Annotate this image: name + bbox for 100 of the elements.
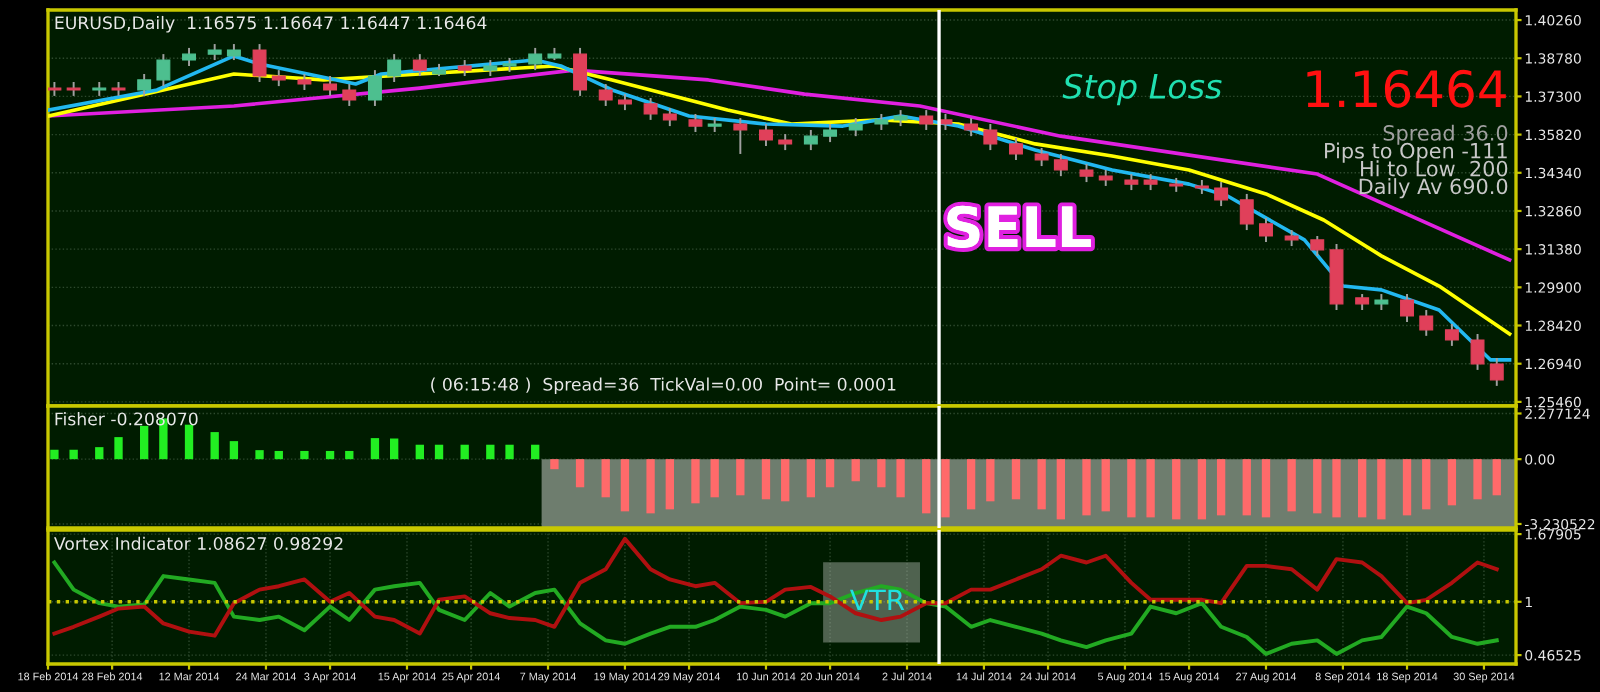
bar — [941, 459, 950, 518]
bar — [1216, 459, 1226, 516]
bar — [1402, 459, 1412, 516]
bar — [601, 459, 610, 498]
bar — [1492, 459, 1501, 496]
bar — [210, 432, 219, 460]
bar — [550, 459, 559, 470]
candlestick — [1259, 216, 1273, 243]
bar — [1313, 459, 1322, 514]
bar — [184, 424, 194, 460]
candlestick — [1079, 163, 1094, 184]
bar — [620, 459, 630, 512]
candlestick — [1310, 235, 1325, 257]
bar — [825, 459, 835, 488]
bar — [139, 425, 149, 460]
bar — [415, 444, 424, 460]
bar — [1197, 459, 1207, 520]
candlestick — [1419, 309, 1434, 337]
bar — [1377, 459, 1386, 520]
bar — [781, 459, 790, 502]
bar — [1261, 459, 1271, 518]
bar — [1332, 459, 1341, 518]
bar — [300, 450, 309, 460]
bar — [1242, 459, 1251, 516]
annotation: SELL — [947, 205, 1091, 248]
candlestick — [733, 117, 748, 155]
candlestick — [1470, 333, 1485, 371]
candlestick — [156, 53, 171, 88]
bar — [761, 459, 771, 500]
bar — [896, 459, 905, 498]
bar — [1082, 459, 1091, 516]
candlestick — [1053, 152, 1068, 178]
annotation: Daily Av 690.0 — [1359, 178, 1508, 199]
bar — [390, 438, 399, 460]
annotation: Pips to Open -111 — [1325, 142, 1507, 163]
candlestick — [1400, 293, 1414, 323]
bar — [1287, 459, 1296, 512]
bar — [1447, 459, 1457, 506]
candlestick — [1239, 192, 1254, 232]
candlestick — [1034, 147, 1049, 168]
bar — [665, 459, 674, 510]
candlestick — [1009, 136, 1023, 161]
bar — [922, 459, 931, 514]
candlestick — [598, 83, 613, 107]
candlestick — [1214, 181, 1229, 208]
bar — [806, 459, 816, 498]
candlestick — [848, 117, 863, 138]
bar — [1357, 459, 1367, 518]
candlestick — [137, 73, 152, 97]
bar — [966, 459, 976, 510]
bar — [691, 459, 700, 504]
annotation: ( 06:15:48 ) Spread=36 TickVal=0.00 Point= 0.0001 — [431, 377, 896, 395]
bar — [434, 444, 444, 460]
chart-title: Vortex Indicator 1.08627 0.98292 — [54, 536, 343, 551]
bar — [736, 459, 745, 496]
bar — [255, 450, 264, 460]
candlestick — [919, 109, 934, 131]
chart-title: Fisher -0.208070 — [55, 412, 198, 426]
bar — [1473, 459, 1482, 500]
bar — [851, 459, 860, 482]
bar — [1056, 459, 1066, 520]
candlestick — [964, 117, 979, 138]
candlestick — [1489, 357, 1504, 387]
bar — [1011, 459, 1021, 500]
candlestick — [759, 123, 773, 147]
bar — [1101, 459, 1110, 512]
bar — [1037, 459, 1046, 510]
candlestick — [182, 46, 196, 67]
bar — [229, 441, 239, 460]
candlestick — [983, 123, 998, 152]
bar — [531, 444, 540, 460]
bar — [1172, 459, 1181, 520]
bar — [710, 459, 719, 498]
candlestick — [803, 128, 818, 152]
bar — [95, 447, 104, 460]
bar — [69, 449, 78, 460]
bar — [274, 450, 283, 460]
candlestick — [412, 53, 427, 78]
line-series — [52, 560, 1499, 656]
candlestick — [323, 75, 338, 97]
annotation: Spread 36.0 — [1383, 124, 1508, 145]
bar — [486, 444, 495, 460]
bar — [460, 444, 469, 460]
annotation: 1.16464 — [1307, 69, 1506, 108]
chart-title: EURUSD,Daily 1.16575 1.16647 1.16447 1.16464 — [55, 15, 487, 33]
candlestick — [688, 113, 703, 133]
candlestick — [643, 97, 658, 121]
bar — [877, 459, 886, 488]
bar — [986, 459, 995, 502]
candlestick — [573, 46, 588, 97]
candlestick — [662, 107, 677, 128]
bar — [1146, 459, 1155, 518]
bar — [1127, 459, 1136, 518]
candlestick — [367, 69, 382, 107]
bar — [575, 459, 585, 488]
bar — [325, 450, 335, 460]
annotation: Hi to Low 200 — [1361, 160, 1508, 177]
candlestick — [528, 46, 543, 72]
line-series — [52, 536, 1499, 638]
bar — [114, 437, 123, 460]
